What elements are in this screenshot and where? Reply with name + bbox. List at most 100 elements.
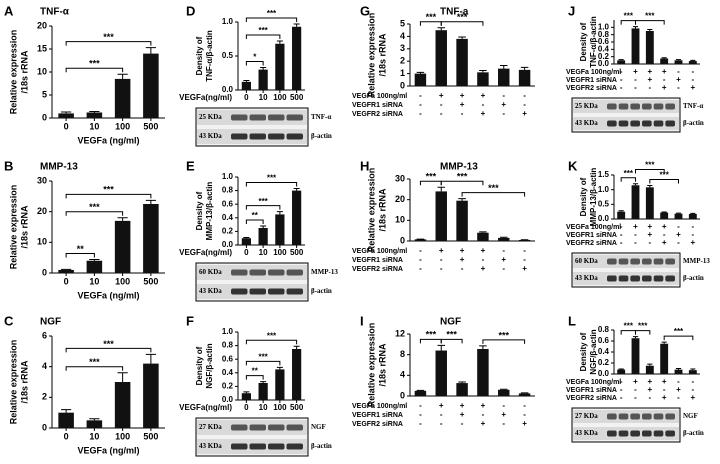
error-bar [145, 47, 156, 54]
condition-sign: - [523, 246, 526, 255]
error-bar [260, 381, 267, 383]
error-bar [276, 40, 283, 44]
x-tick-label: 0 [244, 403, 249, 412]
condition-sign: + [460, 91, 465, 100]
bar [477, 72, 489, 86]
error-bar [117, 217, 128, 221]
bar [688, 370, 697, 374]
significance-label: *** [89, 59, 100, 69]
blot-band [249, 288, 266, 295]
blot-band [630, 103, 640, 110]
blot-band [249, 443, 266, 450]
significance-label: *** [624, 12, 634, 21]
condition-sign: + [481, 401, 486, 410]
y-tick-label: 1.5 [598, 170, 610, 179]
chart-title: TNF-α [40, 7, 70, 18]
significance-label: *** [674, 327, 684, 336]
significance-label: *** [457, 12, 468, 22]
blot-band [630, 430, 640, 437]
x-tick-label: 100 [273, 403, 287, 412]
condition-sign: - [620, 222, 623, 231]
condition-sign: - [677, 393, 680, 402]
condition-sign: - [502, 401, 505, 410]
y-tick-label: 6 [42, 330, 47, 340]
y-axis-label: Density of [195, 191, 204, 230]
error-bar [61, 111, 72, 114]
significance-bracket [65, 253, 95, 258]
blot-kda: 43 KDa [575, 119, 598, 127]
condition-name: VEGFR1 siRNA [352, 257, 403, 264]
bar [435, 191, 447, 241]
significance-label: *** [457, 172, 468, 182]
significance-bracket [245, 182, 298, 187]
x-tick-label: 0 [64, 431, 69, 441]
bar [674, 60, 683, 64]
x-tick-label: 500 [290, 248, 304, 257]
blot-protein: β-actin [311, 132, 332, 140]
condition-sign: - [502, 264, 505, 273]
condition-name: VEGFR2 siRNA [352, 266, 403, 273]
condition-sign: - [502, 419, 505, 428]
condition-sign: - [634, 75, 637, 84]
error-bar [618, 368, 624, 370]
blot-band [618, 275, 629, 282]
error-bar [145, 199, 156, 204]
condition-sign: + [460, 100, 465, 109]
significance-bracket [649, 179, 679, 184]
blot-protein: TNF-α [311, 113, 331, 121]
condition-sign: - [620, 75, 623, 84]
condition-sign: + [481, 419, 486, 428]
y-tick-label: 0.6 [222, 354, 234, 363]
condition-sign: - [523, 100, 526, 109]
condition-sign: + [522, 419, 527, 428]
blot-band [642, 430, 652, 437]
condition-sign: - [419, 100, 422, 109]
y-axis-label: TNF-α/β-actin [205, 30, 214, 82]
error-bar [661, 211, 667, 213]
condition-sign: + [647, 75, 652, 84]
condition-sign: - [440, 264, 443, 273]
condition-sign: - [620, 230, 623, 239]
blot-band [618, 120, 629, 127]
error-bar [89, 418, 100, 421]
error-bar [458, 198, 466, 201]
condition-sign: + [460, 401, 465, 410]
significance-label: *** [659, 171, 669, 180]
x-tick-label: 100 [273, 248, 287, 257]
x-tick-label: 0 [64, 121, 69, 131]
condition-sign: + [647, 222, 652, 231]
condition-sign: - [677, 377, 680, 386]
blot-band [286, 443, 303, 450]
blot-kda: 43 KDa [199, 442, 222, 450]
significance-bracket [419, 21, 442, 26]
significance-label: *** [426, 12, 437, 22]
condition-sign: + [460, 246, 465, 255]
error-bar [690, 368, 696, 371]
y-tick-label: 0.6 [598, 336, 610, 345]
significance-bracket [635, 169, 665, 174]
blot-band [607, 430, 617, 437]
condition-sign: + [481, 246, 486, 255]
condition-sign: + [439, 401, 444, 410]
y-tick-label: 0.2 [598, 52, 610, 61]
error-bar [500, 388, 508, 390]
y-tick-label: 1.0 [222, 17, 234, 26]
condition-name: VEGFa 100ng/ml [352, 248, 407, 255]
condition-sign: + [522, 264, 527, 273]
significance-bracket [440, 338, 463, 344]
bar [275, 43, 285, 90]
significance-bracket [245, 339, 298, 345]
x-tick-label: 100 [273, 93, 287, 102]
blot-band [249, 424, 266, 431]
y-tick-label: 0 [42, 422, 47, 432]
y-axis-label: Relative expression [366, 13, 376, 98]
condition-sign: + [647, 377, 652, 386]
blot-band [618, 258, 629, 265]
bar [241, 238, 251, 245]
error-bar [276, 211, 283, 215]
blot-band [665, 103, 675, 110]
condition-sign: + [481, 264, 486, 273]
significance-bracket [245, 205, 281, 210]
condition-sign: - [634, 83, 637, 92]
bar [674, 213, 683, 219]
